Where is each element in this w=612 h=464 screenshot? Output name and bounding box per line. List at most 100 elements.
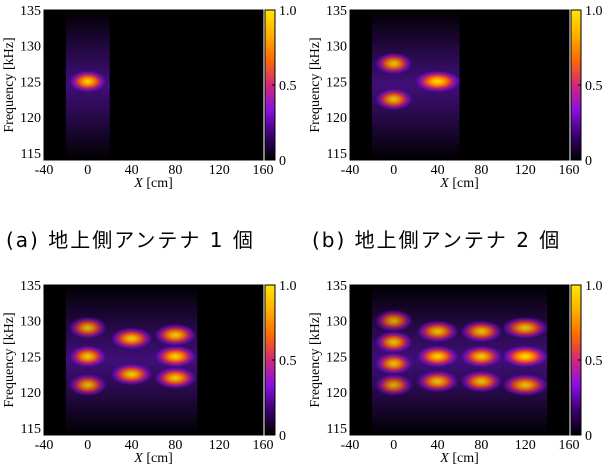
y-axis-label: Frequency [kHz] <box>308 37 323 132</box>
colorbar-tick-label: 0 <box>585 154 592 169</box>
y-tick-label: 115 <box>327 147 347 162</box>
caption-b: (b) 地上側アンテナ 2 個 <box>312 228 562 252</box>
y-tick-label: 120 <box>326 386 347 401</box>
heatmap-spot <box>374 87 414 111</box>
y-axis-label: Frequency [kHz] <box>2 312 17 407</box>
colorbar-tick-label: 0 <box>279 154 286 169</box>
heatmap-spot <box>374 52 414 75</box>
heatmap-spot <box>374 373 414 397</box>
y-tick-label: 130 <box>326 40 347 55</box>
y-tick-label: 115 <box>21 422 41 437</box>
x-tick-label: 80 <box>474 163 488 178</box>
heatmap-spot <box>153 345 198 368</box>
y-tick-label: 135 <box>20 4 41 19</box>
heatmap-spot <box>459 370 504 393</box>
y-tick-label: 120 <box>20 386 41 401</box>
x-tick-label: 0 <box>390 438 397 453</box>
heatmap-spot <box>459 345 504 368</box>
heatmap-spot <box>374 352 414 375</box>
x-tick-label: 120 <box>209 438 230 453</box>
x-axis-label: X [cm] <box>439 176 479 191</box>
x-axis-label: X [cm] <box>133 451 173 464</box>
heatmap-spot <box>415 320 460 343</box>
x-tick-label: -40 <box>341 163 360 178</box>
y-tick-label: 130 <box>20 40 41 55</box>
colorbar-tick-label: 1.0 <box>279 279 297 294</box>
y-tick-label: 115 <box>21 147 41 162</box>
heatmap-spot <box>68 316 108 340</box>
heatmap-spot <box>413 70 462 93</box>
heatmap-spot <box>374 309 414 333</box>
heatmap-spot <box>68 345 108 368</box>
heatmap-layer <box>65 285 198 435</box>
x-tick-label: 160 <box>559 438 580 453</box>
y-tick-label: 135 <box>20 279 41 294</box>
x-tick-label: 0 <box>84 163 91 178</box>
chart-panel-c: -40 0 40 80 120 160 115 120 125 130 135 X [cm] Frequ… <box>2 279 297 464</box>
x-tick-label: 160 <box>253 438 274 453</box>
heatmap-spot <box>501 373 550 397</box>
column-halo <box>109 285 154 435</box>
x-tick-label: 120 <box>515 163 536 178</box>
colorbar-tick-label: 1.0 <box>585 279 603 294</box>
x-tick-label: 80 <box>168 163 182 178</box>
x-tick-label: 0 <box>84 438 91 453</box>
x-tick-label: 80 <box>474 438 488 453</box>
x-axis-label: X [cm] <box>133 176 173 191</box>
x-tick-label: -40 <box>341 438 360 453</box>
y-tick-label: 135 <box>326 4 347 19</box>
heatmap-spot <box>501 345 550 368</box>
heatmap-spot <box>374 330 414 354</box>
colorbar-tick-label: 1.0 <box>585 4 603 19</box>
y-tick-label: 135 <box>326 279 347 294</box>
y-tick-label: 120 <box>326 111 347 126</box>
heatmap-spot <box>415 345 460 368</box>
heatmap-layer <box>65 10 110 160</box>
caption-a: (a) 地上側アンテナ 1 個 <box>6 228 255 252</box>
y-tick-label: 120 <box>20 111 41 126</box>
y-tick-label: 115 <box>327 422 347 437</box>
heatmap-spot <box>109 362 154 386</box>
heatmap-spot <box>153 323 198 347</box>
y-tick-label: 125 <box>20 350 41 365</box>
plot-frame <box>349 284 570 436</box>
x-tick-label: 0 <box>390 163 397 178</box>
heatmap-spot <box>109 327 154 350</box>
heatmap-spot <box>68 70 108 93</box>
chart-panel-d: -40 0 40 80 120 160 115 120 125 130 135 X [cm] Frequ… <box>308 279 603 464</box>
heatmap-layer <box>371 10 462 160</box>
x-tick-label: 120 <box>209 163 230 178</box>
colorbar-tick-label: 0.5 <box>279 79 297 94</box>
plot-frame <box>43 9 264 161</box>
y-tick-label: 125 <box>326 350 347 365</box>
y-tick-label: 125 <box>326 75 347 90</box>
heatmap-spot <box>68 373 108 397</box>
heatmap-spot <box>501 316 550 340</box>
x-tick-label: -40 <box>35 163 54 178</box>
heatmap-spot <box>459 320 504 343</box>
x-tick-label: 40 <box>431 163 445 178</box>
x-tick-label: 120 <box>515 438 536 453</box>
heatmap-layer <box>371 285 550 435</box>
x-tick-label: 160 <box>253 163 274 178</box>
heatmap-spot <box>153 366 198 390</box>
colorbar-tick-label: 0.5 <box>585 79 603 94</box>
x-tick-label: 40 <box>431 438 445 453</box>
colorbar-tick-label: 1.0 <box>279 4 297 19</box>
column-halo <box>371 10 416 160</box>
y-tick-label: 125 <box>20 75 41 90</box>
x-axis-label: X [cm] <box>439 451 479 464</box>
x-tick-label: 160 <box>559 163 580 178</box>
chart-panel-a: -40 0 40 80 120 160 115 120 125 130 135 X [cm] Frequ… <box>2 4 297 191</box>
colorbar-tick-label: 0.5 <box>279 354 297 369</box>
colorbar-tick-label: 0.5 <box>585 354 603 369</box>
chart-panel-b: -40 0 40 80 120 160 115 120 125 130 135 X [cm] Frequ… <box>308 4 603 191</box>
y-axis-label: Frequency [kHz] <box>2 37 17 132</box>
x-tick-label: 40 <box>125 163 139 178</box>
x-tick-label: 80 <box>168 438 182 453</box>
x-tick-label: -40 <box>35 438 54 453</box>
x-tick-label: 40 <box>125 438 139 453</box>
plot-frame <box>43 284 264 436</box>
plot-frame <box>349 9 570 161</box>
